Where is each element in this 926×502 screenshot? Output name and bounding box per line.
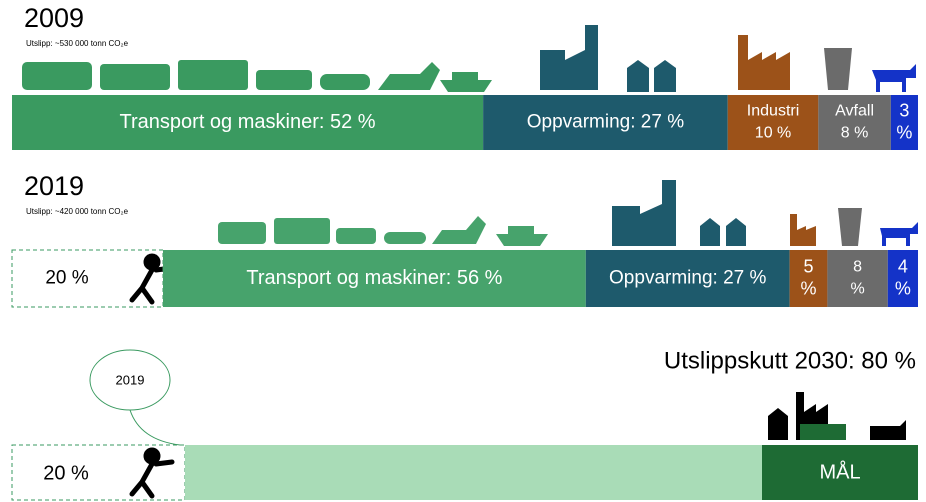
segment-label: 8 % <box>841 125 869 142</box>
segment <box>727 95 819 150</box>
segment-label: % <box>850 281 864 298</box>
industry-icon <box>790 214 816 246</box>
segment-label: 8 <box>853 259 862 276</box>
remaining-box <box>11 444 186 501</box>
segment <box>12 95 484 150</box>
waste-icon <box>838 208 862 246</box>
segment-label: 10 % <box>755 125 791 142</box>
heating-icons <box>540 25 676 92</box>
waste-icon <box>824 48 852 90</box>
segment-label: Avfall <box>835 103 874 120</box>
segment <box>11 249 164 308</box>
target-bar <box>762 445 918 500</box>
segment-label: 20 % <box>45 268 88 289</box>
year: 2019 <box>24 171 84 201</box>
segment <box>163 250 586 307</box>
target-icons <box>768 392 906 440</box>
segment <box>818 95 891 150</box>
remaining-label: 20 % <box>43 462 89 484</box>
segment-label: 4 <box>898 256 908 276</box>
year: 2009 <box>24 3 84 33</box>
segment <box>585 250 790 307</box>
segment-label: 3 <box>899 100 909 120</box>
segment-label: Transport og maskiner: 52 % <box>120 111 376 133</box>
segment <box>887 250 918 307</box>
segment <box>890 95 918 150</box>
transport-icons <box>218 216 548 246</box>
agriculture-icon <box>880 222 918 246</box>
industry-icon <box>738 35 790 90</box>
segment <box>827 250 888 307</box>
segment-label: Oppvarming: 27 % <box>527 112 684 133</box>
note: Utslipp: ~530 000 tonn CO₂e <box>26 39 129 48</box>
agriculture-icon <box>872 64 916 92</box>
cut-bar <box>185 445 762 500</box>
note: Utslipp: ~420 000 tonn CO₂e <box>26 207 129 216</box>
pusher-icon <box>129 447 175 499</box>
segment-label: Oppvarming: 27 % <box>609 268 766 289</box>
segment-label: Industri <box>747 103 799 120</box>
target-label: MÅL <box>819 460 860 483</box>
segment-label: 5 <box>804 256 814 276</box>
bubble-label: 2019 <box>116 372 145 387</box>
segment-label: Transport og maskiner: 56 % <box>246 267 502 289</box>
goal-title: Utslippskutt 2030: 80 % <box>664 347 916 374</box>
segment-label: % <box>896 122 912 142</box>
bubble-tail <box>129 409 181 446</box>
segment-label: % <box>895 278 911 298</box>
segment-label: % <box>801 278 817 298</box>
heating-icons <box>612 180 746 246</box>
segment <box>483 95 728 150</box>
segment <box>789 250 828 307</box>
transport-icons <box>22 60 492 92</box>
